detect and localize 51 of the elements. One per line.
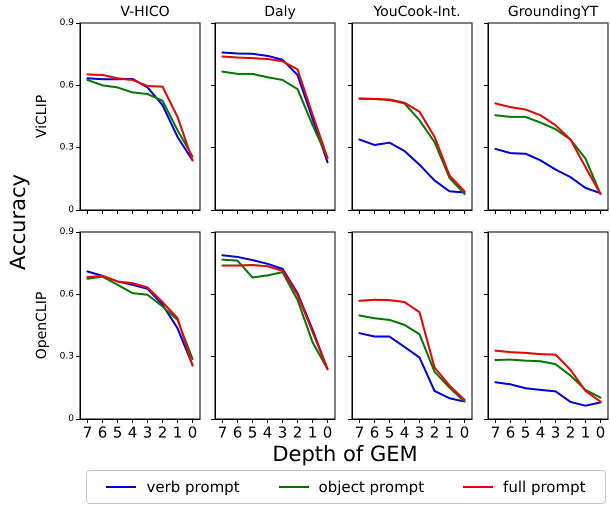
x-tick-label: 6: [370, 424, 380, 442]
x-tick-label: 4: [536, 424, 546, 442]
x-tick-label: 5: [112, 424, 122, 442]
x-tick-label: 6: [98, 424, 108, 442]
x-tick-label: 0: [322, 424, 332, 442]
x-tick-label: 6: [232, 424, 242, 442]
y-tick-label: 0.9: [60, 227, 74, 237]
x-tick-label: 1: [580, 424, 590, 442]
x-tick-label: 1: [172, 424, 182, 442]
x-tick-label: 0: [596, 424, 606, 442]
legend-label: verb prompt: [146, 478, 240, 496]
y-axis-title: ViCLIP: [34, 94, 50, 138]
y-axis-title: OpenCLIP: [34, 292, 50, 360]
legend-label: full prompt: [503, 478, 586, 496]
x-tick-label: 3: [414, 424, 424, 442]
text: Depth of GEM: [272, 442, 418, 466]
y-tick-label: 0: [68, 205, 74, 215]
x-tick-label: 7: [218, 424, 228, 442]
x-tick-label: 6: [506, 424, 516, 442]
chart-title: GroundingYT: [508, 4, 599, 20]
y-tick-label: 0.6: [60, 289, 74, 300]
x-tick-label: 7: [82, 424, 92, 442]
x-tick-label: 1: [308, 424, 318, 442]
x-tick-label: 5: [248, 424, 258, 442]
x-tick-label: 7: [354, 424, 364, 442]
x-tick-label: 5: [520, 424, 530, 442]
x-tick-label: 3: [142, 424, 152, 442]
y-tick-label: 0: [68, 414, 74, 424]
x-tick-label: 1: [444, 424, 454, 442]
x-tick-label: 5: [384, 424, 394, 442]
x-tick-label: 0: [188, 424, 198, 442]
legend-label: object prompt: [318, 478, 424, 496]
x-tick-label: 4: [400, 424, 410, 442]
text: Accuracy: [6, 174, 30, 270]
y-tick-label: 0.6: [60, 80, 74, 90]
chart-title: V-HICO: [120, 4, 170, 20]
x-tick-label: 2: [292, 424, 302, 442]
y-tick-label: 0.3: [60, 142, 74, 153]
x-tick-label: 4: [262, 424, 272, 442]
x-tick-label: 4: [128, 424, 138, 442]
x-tick-label: 3: [278, 424, 288, 442]
y-tick-label: 0.3: [60, 352, 74, 362]
chart-title: Daly: [264, 4, 296, 20]
x-tick-label: 2: [158, 424, 168, 442]
chart-title: YouCook-Int.: [372, 4, 461, 20]
x-tick-label: 2: [430, 424, 440, 442]
x-tick-label: 7: [490, 424, 500, 442]
y-tick-label: 0.9: [60, 18, 74, 28]
x-tick-label: 3: [550, 424, 560, 442]
x-tick-label: 0: [460, 424, 470, 442]
x-tick-label: 2: [566, 424, 576, 442]
